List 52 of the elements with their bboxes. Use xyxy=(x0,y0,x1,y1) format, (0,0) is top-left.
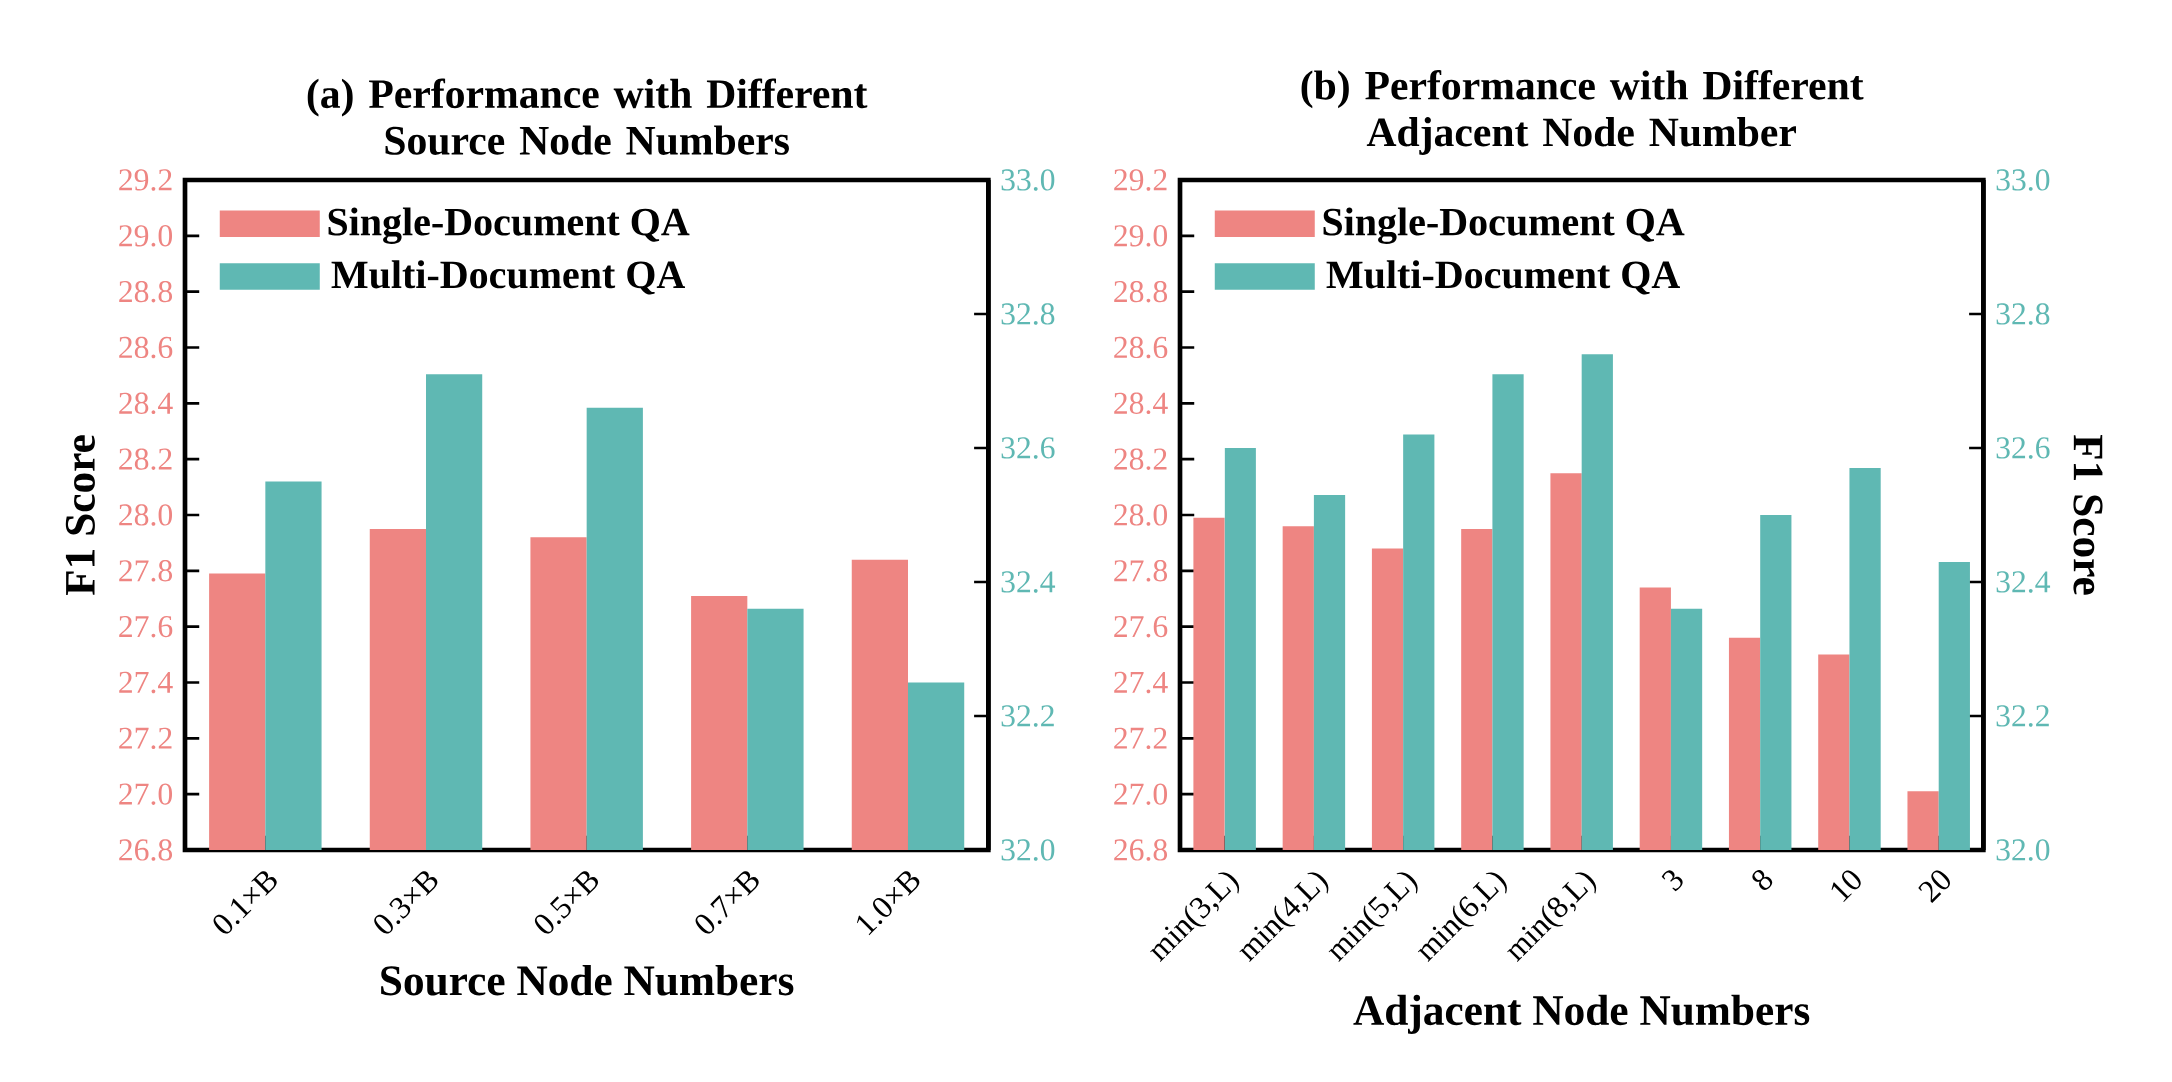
y-tick-label: 27.6 xyxy=(119,615,173,638)
y-tick-label: 28.4 xyxy=(1114,392,1168,415)
legend-label: Single-Document QA xyxy=(328,207,690,244)
legend-label: Multi-Document QA xyxy=(1326,260,1680,295)
y-tick-label: 27.0 xyxy=(119,783,173,805)
y-tick-label: 28.6 xyxy=(119,336,173,359)
y-tick-label: 27.2 xyxy=(1114,727,1167,750)
y2-tick-label: 32.0 xyxy=(1996,839,2050,861)
y-tick-label: 26.8 xyxy=(1114,839,1168,861)
y2-tick-label: 32.2 xyxy=(1001,705,1054,727)
chart-title: (a) Performance with Different Source Node Numbers xyxy=(307,78,868,155)
y-tick-label: 27.8 xyxy=(1114,560,1168,582)
y2-tick-label: 33.0 xyxy=(1996,169,2050,191)
x-axis-title: Source Node Numbers xyxy=(381,964,794,996)
y2-axis-title: F1 Score xyxy=(2073,434,2103,595)
y2-tick-label: 32.0 xyxy=(1001,839,1055,861)
y-tick-label: 27.0 xyxy=(1114,783,1168,805)
y-tick-label: 29.2 xyxy=(1114,169,1167,191)
y-tick-label: 27.6 xyxy=(1114,615,1168,638)
y-tick-label: 28.2 xyxy=(119,448,172,470)
y-tick-label: 28.8 xyxy=(1114,280,1168,303)
legend-label: Multi-Document QA xyxy=(331,260,686,295)
y2-tick-label: 32.4 xyxy=(1001,571,1056,593)
y2-tick-label: 32.6 xyxy=(1996,437,2050,459)
y-tick-label: 28.6 xyxy=(1114,336,1168,359)
y-tick-label: 28.8 xyxy=(119,280,173,303)
y2-tick-label: 32.2 xyxy=(1996,705,2049,727)
chart-title: (b) Performance with Different Adjacent Node Number xyxy=(1301,70,1864,155)
y-tick-label: 28.0 xyxy=(119,504,173,526)
y2-tick-label: 32.8 xyxy=(1001,303,1055,325)
y-axis-title: F1 Score xyxy=(65,435,95,596)
y-tick-label: 27.2 xyxy=(119,727,172,750)
y-tick-label: 28.2 xyxy=(1114,448,1167,470)
y-tick-label: 27.8 xyxy=(119,560,173,582)
y-tick-label: 27.4 xyxy=(119,671,173,694)
x-tick-label: 10 xyxy=(1831,870,1861,903)
y-tick-label: 29.0 xyxy=(119,225,173,247)
y-tick-label: 28.0 xyxy=(1114,504,1168,526)
x-tick-label: 3 xyxy=(1661,870,1683,892)
x-axis-title: Adjacent Node Numbers xyxy=(1353,994,1810,1034)
y2-tick-label: 33.0 xyxy=(1001,169,1055,191)
x-tick-label: 8 xyxy=(1752,870,1773,890)
y-tick-label: 29.2 xyxy=(119,169,172,191)
y-tick-label: 26.8 xyxy=(119,839,173,861)
y-tick-label: 29.0 xyxy=(1114,225,1168,247)
x-tick-label: 20 xyxy=(1918,870,1951,903)
y-tick-label: 27.4 xyxy=(1114,671,1168,694)
y2-tick-label: 32.4 xyxy=(1996,571,2051,593)
y-tick-label: 28.4 xyxy=(119,392,173,415)
y2-tick-label: 32.6 xyxy=(1001,437,1055,459)
y2-tick-label: 32.8 xyxy=(1996,303,2050,325)
legend-label: Single-Document QA xyxy=(1323,207,1685,244)
